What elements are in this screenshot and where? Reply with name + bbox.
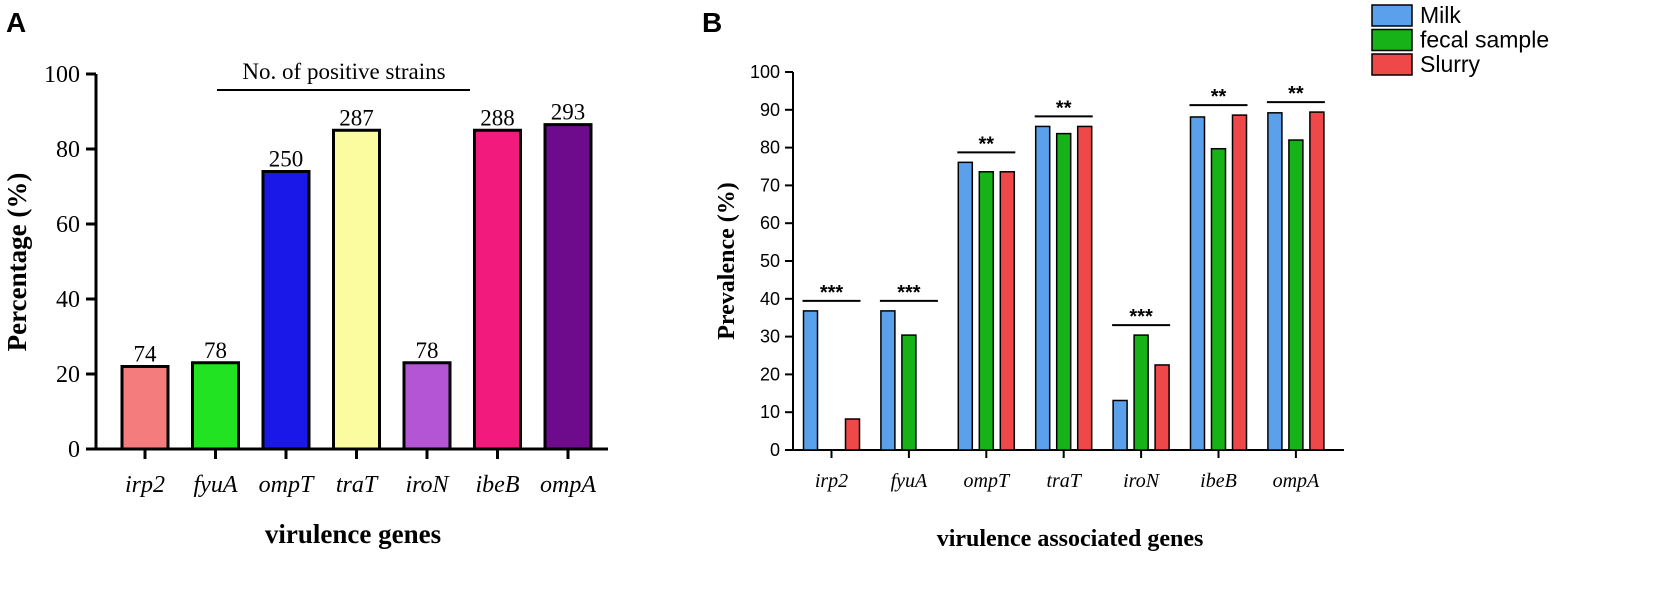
bar-iroN-milk: [1112, 399, 1128, 451]
bar-iroN-fecal-sample: [1133, 334, 1149, 451]
y-tick-label: 20: [56, 362, 80, 388]
significance-mark: **: [1211, 86, 1227, 108]
y-tick-label: 100: [750, 62, 780, 82]
panel-b-bars: [802, 111, 1325, 451]
significance-mark: ***: [1129, 306, 1153, 328]
significance-mark: ***: [820, 282, 844, 304]
panel-a-category-labels: irp2 fyuA ompT traT iroN ibeB ompA: [125, 449, 596, 498]
category-label-fyuA: fyuA: [194, 472, 238, 498]
y-tick-label: 90: [760, 100, 780, 120]
category-label-ompT: ompT: [964, 470, 1011, 492]
y-tick-label: 60: [56, 212, 80, 238]
panel-a-bars: 74 78 250 287 78 288 293: [120, 100, 593, 451]
panel-b-x-title: virulence associated genes: [937, 526, 1204, 552]
data-label-traT: 287: [339, 105, 374, 130]
category-label-ompT: ompT: [259, 472, 315, 498]
y-tick-label: 60: [760, 213, 780, 233]
bar-ompT-slurry: [999, 171, 1016, 451]
category-label-ompA: ompA: [540, 472, 596, 498]
panel-a-chart: A 0 20 40 60 80 100 74 78 250 287 78 288 293 irp2 fy…: [2, 7, 608, 549]
y-tick-label: 0: [68, 437, 80, 463]
bar-ibeB-fecal-sample: [1210, 147, 1227, 451]
bar-traT-slurry: [1076, 125, 1093, 451]
bar-fyuA-milk: [880, 310, 896, 451]
data-label-irp2: 74: [134, 342, 158, 367]
y-tick-label: 40: [760, 289, 780, 309]
significance-mark: **: [1056, 97, 1072, 119]
data-label-ompA: 293: [551, 100, 586, 125]
data-label-ompT: 250: [269, 147, 304, 172]
y-tick-label: 70: [760, 175, 780, 195]
category-label-irp2: irp2: [815, 470, 848, 492]
y-tick-label: 100: [44, 62, 80, 88]
category-label-iroN: iroN: [1123, 470, 1161, 492]
bar-ompA-milk: [1267, 112, 1283, 451]
bar-irp2-slurry: [844, 418, 861, 451]
bar-traT-milk: [1034, 125, 1051, 451]
legend-label: Milk: [1420, 2, 1461, 28]
panel-b-category-labels: irp2 fyuA ompT traT iroN ibeB ompA: [815, 450, 1320, 492]
legend-swatch-slurry: [1371, 53, 1413, 76]
category-label-ibeB: ibeB: [1200, 470, 1237, 492]
bar-ompT: [261, 170, 311, 451]
significance-mark: **: [1288, 83, 1304, 105]
legend-swatch-milk: [1371, 4, 1413, 27]
bar-iroN: [402, 361, 452, 451]
panel-a-letter: A: [6, 7, 26, 38]
panel-b-y-title: Prevalence (%): [714, 182, 740, 340]
legend-label: fecal sample: [1420, 27, 1549, 53]
data-label-ibeB: 288: [480, 105, 515, 130]
panel-b-significance: *** ************ **: [802, 83, 1325, 328]
data-label-fyuA: 78: [204, 338, 227, 363]
bar-fyuA-fecal-sample: [901, 334, 917, 451]
category-label-traT: traT: [1046, 470, 1082, 492]
panel-b-y-ticks: 0 10 20 30 40 50 60 70 80 90 100: [750, 62, 793, 460]
y-tick-label: 80: [56, 137, 80, 163]
y-tick-label: 40: [56, 287, 80, 313]
y-tick-label: 30: [760, 327, 780, 347]
bar-irp2: [120, 365, 170, 451]
category-label-ompA: ompA: [1273, 470, 1320, 492]
category-label-ibeB: ibeB: [476, 472, 520, 498]
bar-ompA-slurry: [1309, 111, 1325, 451]
bar-ompT-fecal-sample: [978, 171, 995, 451]
category-label-irp2: irp2: [125, 472, 165, 498]
panel-a-y-ticks: 0 20 40 60 80 100: [44, 62, 96, 463]
panel-a-x-title: virulence genes: [265, 519, 441, 549]
bar-ibeB: [473, 128, 522, 451]
legend-swatch-fecal-sample: [1371, 28, 1413, 52]
y-tick-label: 80: [760, 138, 780, 158]
bar-iroN-slurry: [1154, 364, 1170, 451]
y-tick-label: 10: [760, 402, 780, 422]
legend-label: Slurry: [1420, 51, 1481, 77]
bar-fyuA: [191, 361, 240, 451]
bar-ibeB-slurry: [1231, 114, 1248, 451]
panel-b-letter: B: [702, 7, 722, 38]
category-label-traT: traT: [336, 472, 379, 498]
bar-ibeB-milk: [1189, 116, 1206, 451]
bar-ompA-fecal-sample: [1288, 139, 1304, 451]
y-tick-label: 50: [760, 251, 780, 271]
bar-traT-fecal-sample: [1055, 132, 1072, 451]
significance-mark: ***: [897, 282, 921, 304]
panel-a-annotation: No. of positive strains: [242, 59, 445, 84]
y-tick-label: 0: [770, 440, 780, 460]
category-label-iroN: iroN: [405, 472, 450, 498]
data-label-iroN: 78: [416, 338, 439, 363]
y-tick-label: 20: [760, 364, 780, 384]
bar-traT: [332, 128, 381, 451]
panel-a-y-title: Percentage (%): [2, 173, 32, 352]
bar-ompA: [543, 123, 593, 451]
bar-ompT-milk: [957, 161, 974, 451]
significance-mark: **: [979, 133, 995, 155]
bar-irp2-milk: [802, 310, 819, 451]
category-label-fyuA: fyuA: [891, 470, 928, 492]
